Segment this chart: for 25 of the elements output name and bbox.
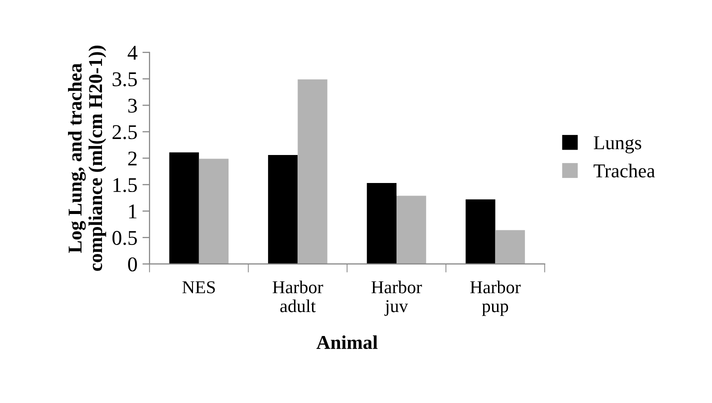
bar: [466, 199, 496, 264]
legend-label: Lungs: [594, 136, 642, 154]
y-tick-label: 1: [129, 204, 136, 218]
bar: [169, 152, 199, 264]
y-tick-label: 3: [128, 98, 137, 113]
x-tick-label: NES: [182, 281, 215, 294]
x-tick-label: Harbor adult: [272, 280, 324, 312]
bar: [268, 155, 298, 264]
x-tick-label: Harbor juv: [371, 280, 422, 316]
bar: [366, 183, 396, 264]
y-tick-label: 2: [128, 152, 137, 166]
bar: [495, 230, 525, 264]
y-tick-label: 0.5: [112, 230, 137, 246]
y-axis-title: Log Lung, and trachea compliance (ml(cm H20-1)): [68, 46, 106, 271]
x-axis-title: Animal: [316, 335, 378, 350]
bar: [396, 196, 426, 264]
legend-label: Trachea: [594, 164, 655, 178]
y-tick-label: 1.5: [114, 178, 137, 192]
x-tick-label: Harbor pup: [470, 280, 521, 316]
y-tick-label: 3.5: [112, 72, 137, 86]
bar: [198, 158, 229, 264]
bar: [298, 79, 328, 264]
y-tick-label: 2.5: [112, 125, 137, 140]
y-tick-label: 4: [128, 46, 138, 60]
y-tick-label: 0: [128, 257, 137, 272]
